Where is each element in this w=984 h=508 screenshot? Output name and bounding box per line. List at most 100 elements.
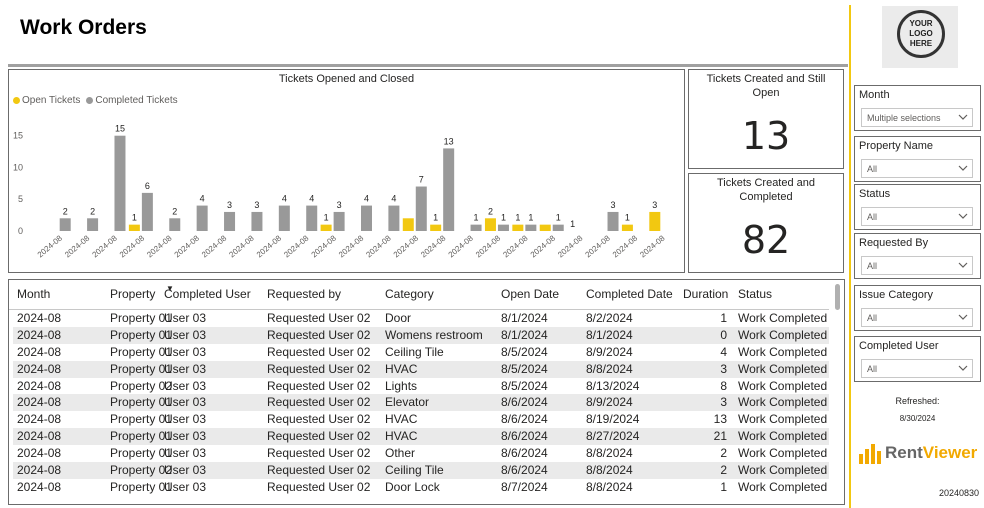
column-header-status[interactable]: Status bbox=[738, 287, 773, 301]
slicer-label: Property Name bbox=[859, 140, 933, 152]
table-row[interactable]: 2024-08 Property 01 User 03 Requested User … bbox=[13, 326, 829, 344]
legend-item-completed[interactable]: Completed Tickets bbox=[86, 95, 178, 106]
work-orders-table[interactable]: Month Property ▼ Completed User Requeste… bbox=[8, 279, 845, 505]
tickets-chart-panel[interactable]: 0 5 10 15 2 2024-08 2 2024-08 15 2024-08 1 6 2024-08… bbox=[8, 69, 685, 273]
slicer-dropdown-month[interactable]: Multiple selections bbox=[861, 108, 973, 127]
card-completed[interactable]: Tickets Created and Completed 82 bbox=[688, 173, 844, 273]
page-title: Work Orders bbox=[20, 16, 147, 39]
table-cell: 8/5/2024 bbox=[501, 378, 548, 393]
table-row[interactable]: 2024-08 Property 01 User 03 Requested User … bbox=[13, 411, 829, 428]
column-header-open-date[interactable]: Open Date bbox=[501, 287, 560, 301]
bar-open[interactable] bbox=[430, 224, 442, 231]
bar-completed[interactable] bbox=[333, 211, 345, 231]
table-scrollbar[interactable] bbox=[835, 284, 840, 310]
card-still-open[interactable]: Tickets Created and Still Open 13 bbox=[688, 69, 844, 169]
bar-completed[interactable] bbox=[361, 205, 372, 231]
chart-legend[interactable]: Open Tickets Completed Tickets bbox=[13, 95, 178, 106]
slicer-label: Requested By bbox=[859, 237, 929, 249]
bar-completed[interactable] bbox=[306, 205, 318, 231]
table-row[interactable]: 2024-08 Property 01 User 03 Requested User … bbox=[13, 428, 829, 446]
slicer-dropdown-property-name[interactable]: All bbox=[861, 159, 973, 178]
logo-line2: LOGO bbox=[909, 29, 933, 38]
column-header-property[interactable]: Property bbox=[110, 287, 156, 301]
table-cell: Requested User 02 bbox=[267, 378, 371, 393]
bar-completed[interactable] bbox=[87, 218, 99, 231]
data-label-completed: 1 bbox=[528, 213, 533, 223]
data-label-completed: 2 bbox=[90, 206, 95, 216]
table-row[interactable]: 2024-08 Property 01 User 03 Requested User … bbox=[13, 445, 829, 462]
column-header-category[interactable]: Category bbox=[385, 287, 434, 301]
logo-line3: HERE bbox=[909, 39, 933, 48]
bar-open[interactable] bbox=[539, 224, 551, 231]
bar-completed[interactable] bbox=[196, 205, 208, 231]
table-row[interactable]: 2024-08 Property 01 User 03 Requested User … bbox=[13, 310, 829, 327]
slicer-label: Month bbox=[859, 89, 890, 101]
bar-completed[interactable] bbox=[470, 224, 482, 231]
bar-open[interactable] bbox=[649, 211, 661, 231]
header-divider bbox=[8, 64, 848, 67]
table-row[interactable]: 2024-08 Property 01 User 03 Requested User … bbox=[13, 344, 829, 361]
table-row[interactable]: 2024-08 Property 01 User 03 Requested User … bbox=[13, 360, 829, 378]
slicer-dropdown-completed-user[interactable]: All bbox=[861, 359, 973, 378]
bar-completed[interactable] bbox=[141, 192, 153, 231]
bar-open[interactable] bbox=[402, 218, 414, 231]
table-cell: 2024-08 bbox=[17, 378, 62, 393]
bar-open[interactable] bbox=[128, 224, 140, 231]
bar-completed[interactable] bbox=[251, 211, 263, 231]
tickets-bar-chart[interactable]: 0 5 10 15 2 2024-08 2 2024-08 15 2024-08 1 6 2024-08… bbox=[9, 70, 686, 274]
column-header-month[interactable]: Month bbox=[17, 287, 51, 301]
bar-open[interactable] bbox=[320, 224, 332, 231]
bar-completed[interactable] bbox=[525, 224, 537, 231]
table-cell: 8 bbox=[720, 378, 727, 393]
data-label-open: 1 bbox=[570, 219, 575, 229]
data-label-open: 1 bbox=[515, 213, 520, 223]
x-tick-label: 2024-08 bbox=[118, 233, 147, 259]
table-row[interactable]: 2024-08 Property 02 User 03 Requested User … bbox=[13, 462, 829, 479]
table-cell: 1 bbox=[720, 479, 727, 494]
table-row[interactable]: 2024-08 Property 01 User 03 Requested User … bbox=[13, 394, 829, 412]
legend-dot-open-icon bbox=[13, 97, 20, 104]
bar-completed[interactable] bbox=[497, 224, 509, 231]
legend-item-open[interactable]: Open Tickets bbox=[13, 95, 80, 106]
table-cell: 2024-08 bbox=[17, 361, 62, 376]
table-cell: 2024-08 bbox=[17, 463, 62, 478]
bar-completed[interactable] bbox=[607, 211, 619, 231]
table-cell: 8/6/2024 bbox=[501, 446, 548, 461]
table-row[interactable]: 2024-08 Property 01 User 03 Requested User … bbox=[13, 479, 829, 496]
x-tick-label: 2024-08 bbox=[556, 233, 585, 259]
card-still-open-value: 13 bbox=[741, 114, 791, 158]
column-header-requested-by[interactable]: Requested by bbox=[267, 287, 342, 301]
x-tick-label: 2024-08 bbox=[611, 233, 640, 259]
table-cell: Ceiling Tile bbox=[385, 463, 444, 478]
bar-open[interactable] bbox=[484, 218, 496, 231]
bar-completed[interactable] bbox=[278, 205, 290, 231]
table-row[interactable]: 2024-08 Property 02 User 03 Requested User … bbox=[13, 378, 829, 395]
bar-open[interactable] bbox=[621, 224, 633, 231]
slicer-dropdown-status[interactable]: All bbox=[861, 207, 973, 226]
bar-completed[interactable] bbox=[114, 135, 126, 231]
slicer-dropdown-requested-by[interactable]: All bbox=[861, 256, 973, 275]
table-cell: Property 01 bbox=[110, 412, 173, 427]
x-tick-label: 2024-08 bbox=[173, 233, 202, 259]
bar-completed[interactable] bbox=[443, 148, 455, 231]
card-still-open-title: Tickets Created and Still Open bbox=[706, 73, 826, 99]
table-cell: 8/5/2024 bbox=[501, 344, 548, 359]
column-header-duration[interactable]: Duration bbox=[683, 287, 729, 301]
data-label-open: 1 bbox=[324, 213, 329, 223]
bar-completed[interactable] bbox=[59, 218, 71, 231]
bar-completed[interactable] bbox=[388, 205, 400, 231]
column-header-completed-user[interactable]: ▼ Completed User bbox=[164, 284, 251, 301]
data-label-completed: 15 bbox=[115, 124, 125, 134]
table-body: 2024-08 Property 01 User 03 Requested User … bbox=[13, 310, 829, 496]
slicer-dropdown-issue-category[interactable]: All bbox=[861, 308, 973, 327]
bar-open[interactable] bbox=[512, 224, 524, 231]
slicer-value: All bbox=[867, 212, 878, 222]
column-header-completed-date[interactable]: Completed Date bbox=[586, 287, 673, 301]
bar-completed[interactable] bbox=[169, 218, 181, 231]
bar-completed[interactable] bbox=[552, 224, 564, 231]
bar-completed[interactable] bbox=[224, 211, 236, 231]
table-cell: Property 02 bbox=[110, 463, 173, 478]
x-tick-label: 2024-08 bbox=[474, 233, 503, 259]
table-cell: Work Completed bbox=[738, 463, 828, 478]
bar-completed[interactable] bbox=[415, 186, 427, 231]
